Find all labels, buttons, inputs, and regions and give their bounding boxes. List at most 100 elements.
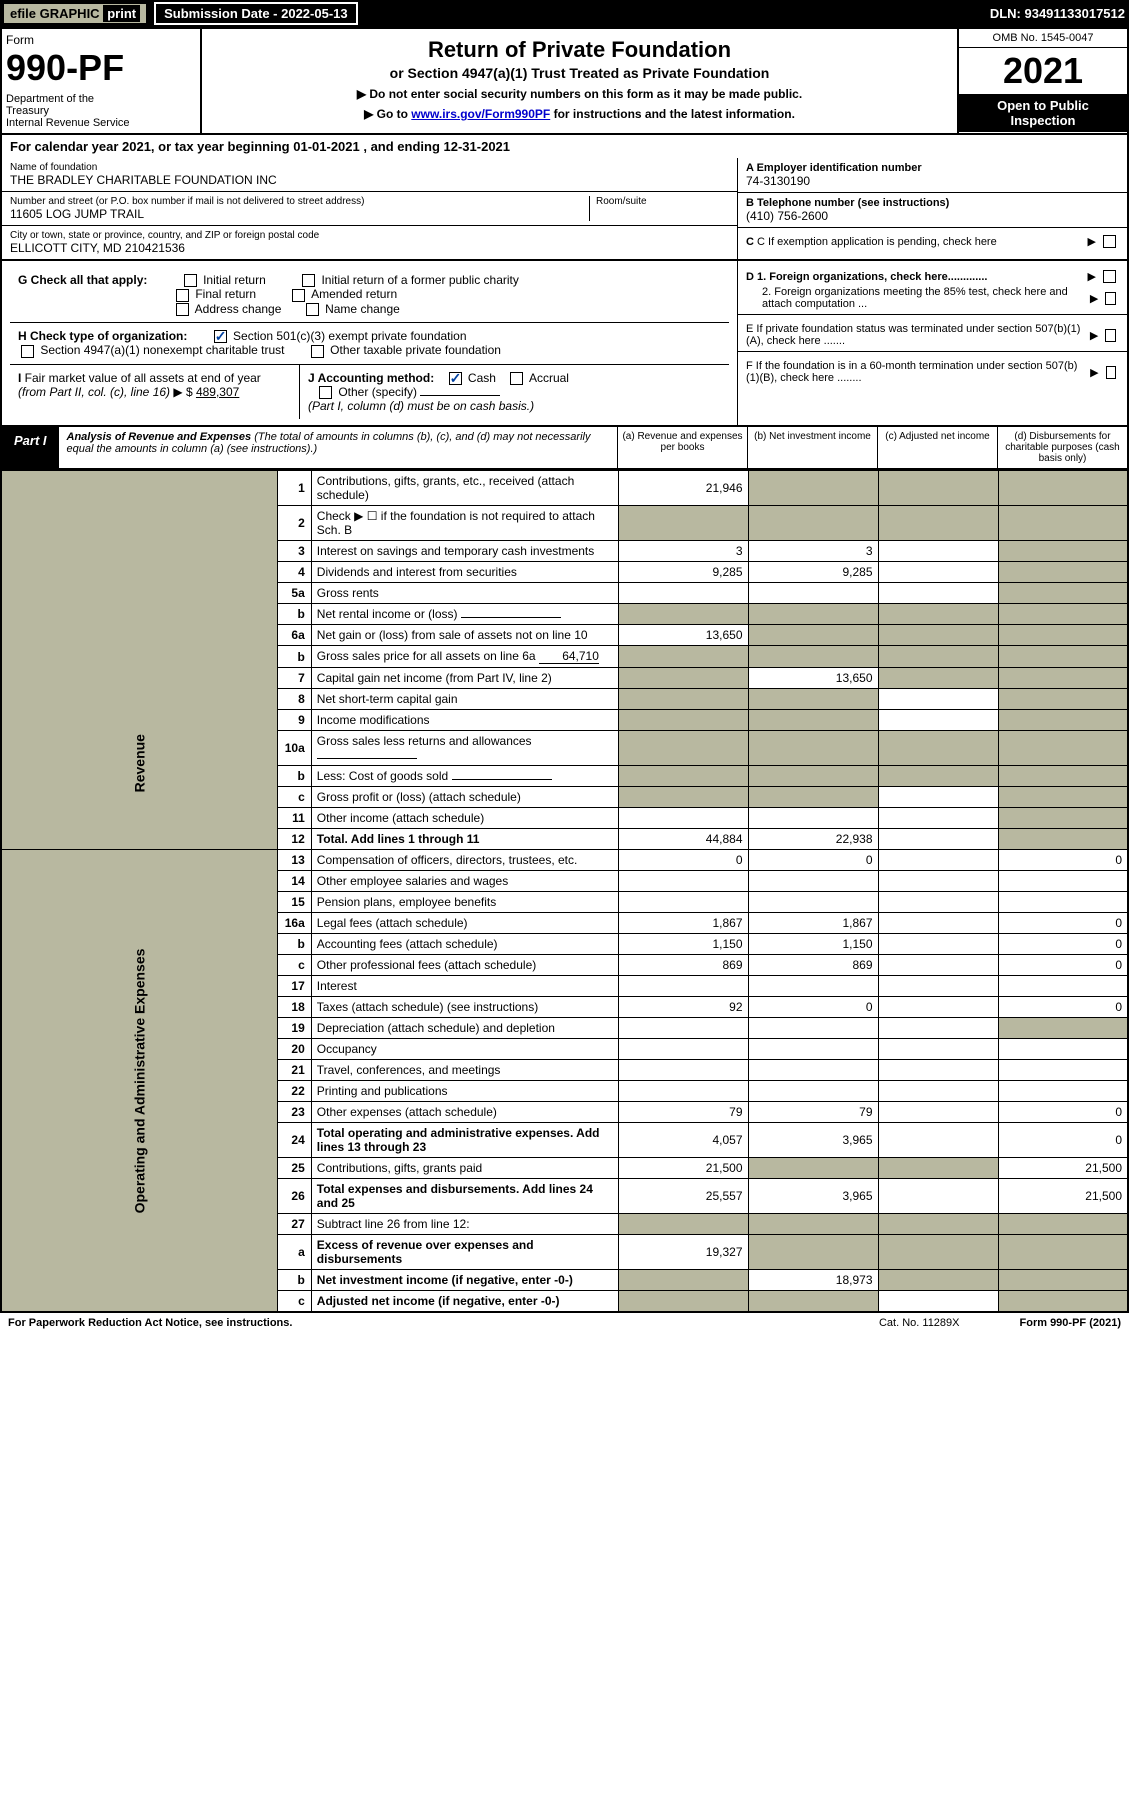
checkbox-final-return[interactable]	[176, 289, 189, 302]
cell-d: 21,500	[998, 1179, 1128, 1214]
cell-c	[878, 1123, 998, 1158]
checkbox-name-change[interactable]	[306, 303, 319, 316]
cell-b: 0	[748, 850, 878, 871]
cell-c	[878, 1018, 998, 1039]
print-button[interactable]: print	[103, 5, 140, 22]
cell-d	[998, 471, 1128, 506]
row-number: 25	[277, 1158, 311, 1179]
cell-a	[618, 808, 748, 829]
checkbox-other-method[interactable]	[319, 386, 332, 399]
checkbox-501c3[interactable]	[214, 330, 227, 343]
cell-b	[748, 976, 878, 997]
d2-85pct: 2. Foreign organizations meeting the 85%…	[746, 286, 1090, 310]
cell-b	[748, 1158, 878, 1179]
cell-d	[998, 1018, 1128, 1039]
row-number: b	[277, 766, 311, 787]
row-label: Total expenses and disbursements. Add li…	[311, 1179, 618, 1214]
goto-link-line: ▶ Go to www.irs.gov/Form990PF for instru…	[210, 107, 949, 121]
checkbox-amended[interactable]	[292, 289, 305, 302]
cell-d: 21,500	[998, 1158, 1128, 1179]
cell-b	[748, 583, 878, 604]
cell-a: 13,650	[618, 625, 748, 646]
phone-value: (410) 756-2600	[746, 209, 1119, 223]
row-number: 2	[277, 506, 311, 541]
cell-a	[618, 871, 748, 892]
section-g-h-i-j: G Check all that apply: Initial return I…	[0, 261, 1129, 427]
cell-a	[618, 1214, 748, 1235]
row-label: Gross sales price for all assets on line…	[311, 646, 618, 668]
checkbox-d1[interactable]	[1103, 270, 1116, 283]
row-label: Capital gain net income (from Part IV, l…	[311, 668, 618, 689]
checkbox-d2[interactable]	[1105, 292, 1116, 305]
checkbox-initial-former[interactable]	[302, 274, 315, 287]
cell-a	[618, 604, 748, 625]
row-label: Gross profit or (loss) (attach schedule)	[311, 787, 618, 808]
row-number: 9	[277, 710, 311, 731]
row-label: Total operating and administrative expen…	[311, 1123, 618, 1158]
row-number: b	[277, 646, 311, 668]
cell-c	[878, 583, 998, 604]
cell-c	[878, 710, 998, 731]
cell-a	[618, 506, 748, 541]
ein-cell: A Employer identification number 74-3130…	[738, 158, 1127, 193]
tax-year: 2021	[959, 48, 1127, 94]
cell-b: 3,965	[748, 1179, 878, 1214]
cell-c	[878, 1081, 998, 1102]
cell-b	[748, 710, 878, 731]
cell-d	[998, 583, 1128, 604]
checkbox-c[interactable]	[1103, 235, 1116, 248]
checkbox-accrual[interactable]	[510, 372, 523, 385]
cell-a	[618, 766, 748, 787]
i-j-row: I Fair market value of all assets at end…	[10, 364, 729, 420]
row-number: c	[277, 955, 311, 976]
row-number: 12	[277, 829, 311, 850]
cell-c	[878, 766, 998, 787]
table-row: Operating and Administrative Expenses13C…	[1, 850, 1128, 871]
checkbox-cash[interactable]	[449, 372, 462, 385]
checkbox-e[interactable]	[1105, 329, 1116, 342]
cell-a: 25,557	[618, 1179, 748, 1214]
cell-a	[618, 668, 748, 689]
cell-d	[998, 1060, 1128, 1081]
row-label: Other expenses (attach schedule)	[311, 1102, 618, 1123]
row-number: 10a	[277, 731, 311, 766]
row-number: 13	[277, 850, 311, 871]
checkbox-initial-return[interactable]	[184, 274, 197, 287]
cell-d	[998, 1235, 1128, 1270]
cell-d	[998, 689, 1128, 710]
page-footer: For Paperwork Reduction Act Notice, see …	[0, 1313, 1129, 1333]
cell-c	[878, 1235, 998, 1270]
h-check-row: H Check type of organization: Section 50…	[10, 322, 729, 364]
cell-b: 3	[748, 541, 878, 562]
cell-a	[618, 1270, 748, 1291]
cell-c	[878, 1179, 998, 1214]
part1-table: Revenue1Contributions, gifts, grants, et…	[0, 470, 1129, 1313]
row-number: 19	[277, 1018, 311, 1039]
cell-b: 79	[748, 1102, 878, 1123]
paperwork-notice: For Paperwork Reduction Act Notice, see …	[8, 1317, 292, 1329]
row-number: 18	[277, 997, 311, 1018]
checkbox-4947a1[interactable]	[21, 345, 34, 358]
cell-c	[878, 562, 998, 583]
cell-d: 0	[998, 955, 1128, 976]
checkbox-other-taxable[interactable]	[311, 345, 324, 358]
checkbox-address-change[interactable]	[176, 303, 189, 316]
cell-c	[878, 668, 998, 689]
efile-graphic-badge[interactable]: efile GRAPHIC print	[4, 4, 146, 23]
row-label: Other employee salaries and wages	[311, 871, 618, 892]
year-end: 12-31-2021	[444, 139, 511, 154]
omb-number: OMB No. 1545-0047	[959, 29, 1127, 48]
row-label: Legal fees (attach schedule)	[311, 913, 618, 934]
row-label: Check ▶ ☐ if the foundation is not requi…	[311, 506, 618, 541]
e-terminated: E If private foundation status was termi…	[746, 323, 1090, 347]
cell-a: 869	[618, 955, 748, 976]
row-number: 21	[277, 1060, 311, 1081]
irs-link[interactable]: www.irs.gov/Form990PF	[411, 107, 550, 121]
cell-a	[618, 646, 748, 668]
cell-c	[878, 689, 998, 710]
cell-d	[998, 1270, 1128, 1291]
row-label: Net investment income (if negative, ente…	[311, 1270, 618, 1291]
checkbox-f[interactable]	[1106, 366, 1116, 379]
cell-a	[618, 892, 748, 913]
cell-c	[878, 997, 998, 1018]
